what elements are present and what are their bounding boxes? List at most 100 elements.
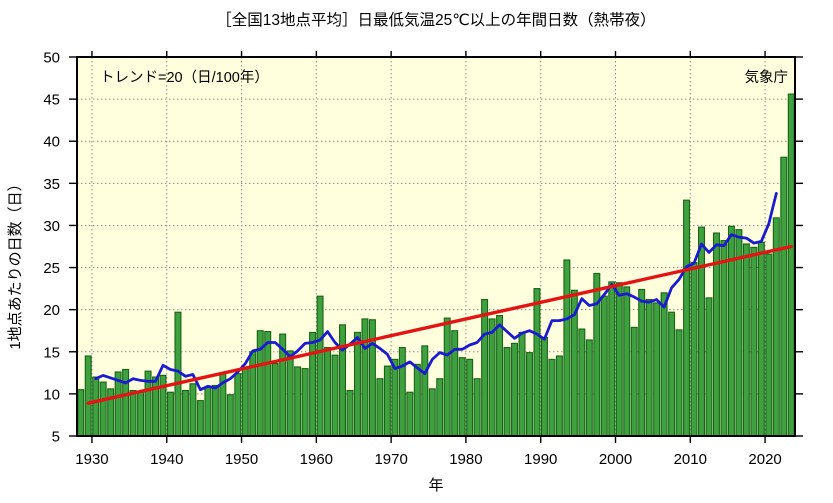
bar-2006 bbox=[653, 302, 661, 437]
plot-frame bbox=[76, 56, 796, 437]
bar-1951 bbox=[241, 368, 249, 437]
bar-2023 bbox=[780, 156, 788, 437]
bar-1997 bbox=[585, 339, 593, 437]
y-tick-label: 45 bbox=[43, 92, 60, 109]
bar-1945 bbox=[196, 400, 204, 437]
bar-1987 bbox=[511, 342, 519, 437]
y-tick-label: 15 bbox=[43, 344, 60, 361]
y-tick-label: 40 bbox=[43, 134, 60, 151]
bar-1966 bbox=[353, 331, 361, 437]
y-tick-label: 30 bbox=[43, 218, 60, 235]
plot-background bbox=[77, 57, 795, 436]
bar-1974 bbox=[413, 363, 421, 437]
y-tick-label: 5 bbox=[52, 429, 60, 446]
bar-2019 bbox=[750, 246, 758, 437]
x-tick-label: 2000 bbox=[599, 451, 632, 468]
x-tick-label: 1950 bbox=[225, 451, 258, 468]
bar-2020 bbox=[757, 241, 765, 437]
bar-2012 bbox=[698, 226, 706, 437]
bar-1979 bbox=[451, 330, 459, 437]
x-tick-label: 1980 bbox=[449, 451, 482, 468]
bar-1961 bbox=[316, 295, 324, 437]
bar-1967 bbox=[361, 318, 369, 437]
moving-average-line bbox=[94, 191, 778, 392]
bar-2002 bbox=[623, 286, 631, 437]
bar-1991 bbox=[540, 336, 548, 437]
bar-2005 bbox=[645, 299, 653, 437]
bar-2010 bbox=[683, 199, 691, 437]
bar-2003 bbox=[630, 326, 638, 437]
x-tick-label: 2020 bbox=[748, 451, 781, 468]
bar-1944 bbox=[189, 383, 197, 437]
bar-2004 bbox=[638, 288, 646, 437]
axis-tick-labels: 1930 1940 1950 1960 1970 1980 1990 2000 2010 2020… bbox=[43, 50, 781, 469]
bar-1939 bbox=[152, 376, 160, 437]
trend-line bbox=[86, 244, 793, 405]
bar-1984 bbox=[488, 318, 496, 437]
bar-1959 bbox=[301, 368, 309, 437]
bar-1993 bbox=[555, 355, 563, 437]
bar-1957 bbox=[286, 350, 294, 437]
bar-1973 bbox=[406, 391, 414, 437]
bar-1937 bbox=[137, 391, 145, 437]
bar-1943 bbox=[181, 389, 189, 437]
bar-1989 bbox=[525, 352, 533, 437]
trend-path bbox=[86, 244, 793, 405]
x-tick-label: 1960 bbox=[300, 451, 333, 468]
bar-1941 bbox=[167, 391, 174, 437]
x-tick-label: 2010 bbox=[674, 451, 707, 468]
bar-1932 bbox=[99, 381, 107, 437]
bar-1988 bbox=[518, 331, 526, 437]
bar-2021 bbox=[765, 253, 773, 437]
chart-title: ［全国13地点平均］日最低気温25℃以上の年間日数（熱帯夜） bbox=[216, 11, 655, 29]
bar-1992 bbox=[548, 358, 556, 437]
bar-2001 bbox=[615, 282, 623, 437]
x-tick-label: 1940 bbox=[150, 451, 183, 468]
bar-1983 bbox=[481, 299, 489, 437]
bar-1994 bbox=[563, 259, 571, 437]
bar-1954 bbox=[264, 331, 272, 437]
bar-1976 bbox=[428, 388, 436, 437]
bar-1963 bbox=[331, 354, 339, 437]
bar-1930 bbox=[84, 355, 92, 437]
bar-1998 bbox=[593, 272, 601, 437]
y-axis-title: 1地点あたりの日数（日） bbox=[7, 176, 24, 349]
bar-1977 bbox=[436, 378, 444, 437]
bar-1985 bbox=[496, 315, 504, 437]
bar-1931 bbox=[92, 376, 100, 437]
bar-1936 bbox=[129, 389, 137, 437]
bar-1960 bbox=[309, 331, 317, 437]
bar-1950 bbox=[234, 373, 242, 437]
y-tick-label: 10 bbox=[43, 386, 60, 403]
bar-2024 bbox=[787, 93, 795, 437]
bar-1986 bbox=[503, 347, 511, 437]
bar-1933 bbox=[107, 388, 115, 437]
bar-1982 bbox=[473, 378, 481, 437]
bar-1962 bbox=[324, 347, 332, 437]
bar-1999 bbox=[600, 295, 608, 437]
y-tick-label: 25 bbox=[43, 260, 60, 277]
bar-1955 bbox=[271, 363, 279, 437]
bar-2008 bbox=[668, 311, 676, 437]
bar-2015 bbox=[720, 240, 728, 437]
bar-1946 bbox=[204, 386, 212, 437]
bar-1958 bbox=[294, 366, 302, 437]
bar-1996 bbox=[578, 328, 586, 437]
bar-1972 bbox=[398, 347, 406, 437]
bar-1978 bbox=[443, 317, 451, 437]
bar-1929 bbox=[77, 389, 85, 437]
bar-2013 bbox=[705, 297, 713, 437]
x-tick-label: 1970 bbox=[374, 451, 407, 468]
moving-average-path bbox=[94, 191, 778, 392]
bar-1949 bbox=[226, 394, 234, 437]
gridlines bbox=[77, 57, 795, 436]
y-tick-label: 50 bbox=[43, 50, 60, 67]
bar-2017 bbox=[735, 229, 743, 437]
bar-1975 bbox=[421, 345, 429, 437]
x-tick-label: 1930 bbox=[75, 451, 108, 468]
bar-2007 bbox=[660, 292, 668, 437]
bar-2009 bbox=[675, 329, 683, 437]
bar-1971 bbox=[391, 358, 399, 437]
y-tick-label: 20 bbox=[43, 302, 60, 319]
